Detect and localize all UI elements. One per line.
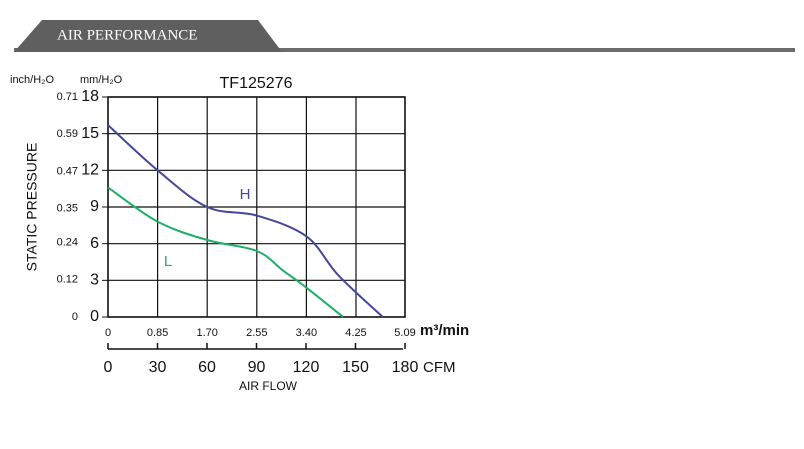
x2-tick-label: 90 xyxy=(248,359,266,376)
x-tick-label: 5.09 xyxy=(394,327,415,339)
x-tick-label: 2.55 xyxy=(246,327,267,339)
header-rule xyxy=(14,48,795,52)
y-tick-label: 18 xyxy=(81,88,99,105)
series-line xyxy=(107,124,384,318)
x-tick-label: 0.85 xyxy=(147,327,168,339)
x2-axis-label: AIR FLOW xyxy=(239,379,298,393)
y2-tick-label: 0.24 xyxy=(57,237,78,249)
y-tick-label: 15 xyxy=(81,125,99,142)
x-tick-label: 0 xyxy=(105,327,111,339)
x-tick-label: 1.70 xyxy=(196,327,217,339)
y2-unit: inch/H₂O xyxy=(10,74,54,86)
x2-tick-label: 0 xyxy=(104,359,113,376)
header-title: AIR PERFORMANCE xyxy=(57,27,197,43)
y-tick-label: 0 xyxy=(90,308,99,325)
y2-tick-label: 0.71 xyxy=(57,91,78,103)
header-tab xyxy=(14,20,282,52)
y-unit: mm/H₂O xyxy=(80,74,123,86)
y-tick-label: 6 xyxy=(90,235,99,252)
y2-tick-label: 0.35 xyxy=(57,202,78,214)
x-unit: m³/min xyxy=(420,322,469,339)
x2-unit: CFM xyxy=(423,359,456,376)
series-label: H xyxy=(240,186,251,203)
x2-tick-label: 30 xyxy=(149,359,167,376)
y2-tick-label: 0 xyxy=(72,311,78,323)
y-tick-label: 12 xyxy=(81,162,99,179)
x2-tick-label: 120 xyxy=(293,359,320,376)
y2-tick-label: 0.59 xyxy=(57,128,78,140)
y-tick-label: 9 xyxy=(90,198,99,215)
x2-tick-label: 150 xyxy=(342,359,369,376)
y-axis-label: STATIC PRESSURE xyxy=(24,143,40,272)
plot-frame xyxy=(107,96,406,318)
series-label: L xyxy=(164,253,172,270)
series-line xyxy=(107,186,344,318)
x2-tick-label: 60 xyxy=(198,359,216,376)
y-tick-label: 3 xyxy=(90,272,99,289)
y2-tick-label: 0.47 xyxy=(57,165,78,177)
x-tick-label: 3.40 xyxy=(296,327,317,339)
x2-tick-label: 180 xyxy=(392,359,419,376)
x-tick-label: 4.25 xyxy=(345,327,366,339)
chart-title: TF125276 xyxy=(220,75,293,92)
y2-tick-label: 0.12 xyxy=(57,274,78,286)
